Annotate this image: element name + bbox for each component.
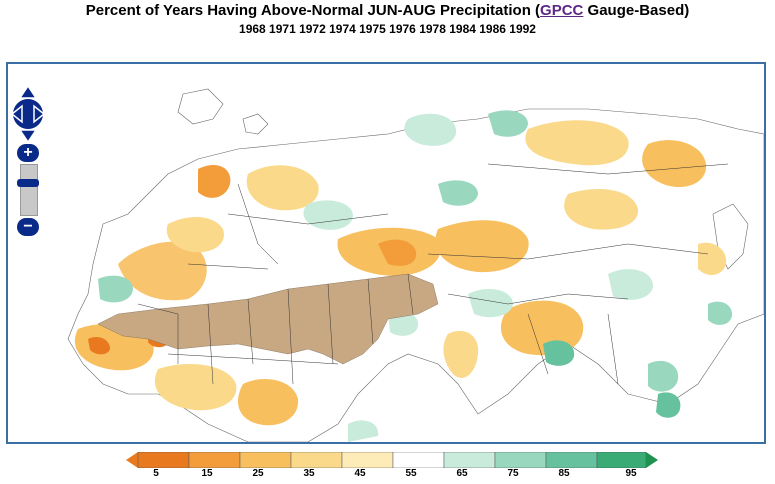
legend-tick: 55 [405,468,417,479]
zoom-slider-handle[interactable] [17,179,39,187]
legend-bin-8 [545,451,598,469]
legend-bin-5 [392,451,445,469]
legend-bin-4 [341,451,394,469]
legend-tick: 25 [252,468,264,479]
zoom-in-button[interactable]: + [17,144,39,162]
years-subtitle: 1968 1971 1972 1974 1975 1976 1978 1984 … [239,22,536,36]
legend-tick: 35 [303,468,315,479]
country-borders [137,163,729,385]
legend-colorbar [126,451,658,469]
legend-tick: 65 [456,468,468,479]
below-normal-shading [74,120,727,426]
legend-tick: 75 [507,468,519,479]
legend-tick: 15 [201,468,213,479]
legend-bin-2 [239,451,292,469]
pan-up-icon [18,84,38,99]
zoom-control: + − [16,144,40,236]
color-legend: 5 15 25 35 45 55 65 75 85 95 [126,451,658,484]
legend-bin-3 [290,451,343,469]
legend-tick: 5 [153,468,159,479]
legend-bin-0 [137,451,190,469]
title-text-after: Gauge-Based) [583,2,690,19]
legend-tick: 45 [354,468,366,479]
legend-tick-labels: 5 15 25 35 45 55 65 75 85 95 [126,468,658,482]
precipitation-map [10,84,764,442]
zoom-out-button[interactable]: − [17,218,39,236]
legend-bin-7 [494,451,547,469]
pan-down-icon [18,129,38,144]
pan-control[interactable] [10,84,46,144]
map-title: Percent of Years Having Above-Normal JUN… [0,2,775,19]
gpcc-link[interactable]: GPCC [540,2,584,19]
above-normal-shading [98,110,733,442]
legend-bin-6 [443,451,496,469]
legend-low-arrow [126,452,138,468]
legend-bin-9 [596,451,647,469]
legend-tick: 85 [558,468,570,479]
zoom-slider-track[interactable] [17,164,39,216]
legend-high-arrow [646,452,658,468]
pan-right-icon [33,104,46,124]
legend-bin-1 [188,451,241,469]
map-viewport[interactable]: + − [6,62,766,444]
legend-tick: 95 [625,468,637,479]
pan-left-icon [10,104,23,124]
dry-season-mask [97,273,439,365]
title-text-before: Percent of Years Having Above-Normal JUN… [85,2,541,19]
